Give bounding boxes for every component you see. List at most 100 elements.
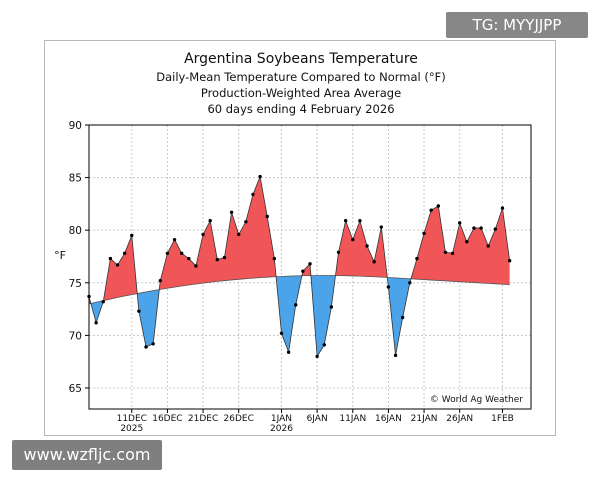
data-point [151,342,155,346]
data-point [172,237,177,242]
chart: Argentina Soybeans Temperature Daily-Mea… [54,51,532,434]
data-point [365,244,369,248]
data-point [486,244,490,248]
data-point [465,240,469,244]
data-point [408,281,412,285]
data-point [165,251,170,256]
data-point [429,208,433,212]
data-point [458,221,462,225]
credit-text: © World Ag Weather [430,395,523,405]
watermark-tg-badge: TG: MYYJJPP [446,12,588,38]
y-tick-label: 75 [69,278,82,290]
data-point [237,232,241,237]
y-axis-label: °F [54,249,66,262]
data-point [436,204,441,208]
data-point [415,256,419,261]
data-point [108,256,113,261]
data-point [351,237,355,242]
data-point [379,225,383,229]
data-point [493,227,498,231]
chart-card: Argentina Soybeans Temperature Daily-Mea… [44,40,556,436]
x-tick-label: 6JAN [307,414,328,424]
data-point [101,300,105,304]
data-points [87,174,512,359]
plot-frame [88,124,532,410]
above-normal-area [103,235,138,301]
x-tick-year-label: 2025 [120,424,143,434]
data-point [443,250,448,254]
data-point [343,219,348,223]
data-point [215,257,220,262]
data-point [479,226,483,230]
data-point [158,278,162,283]
data-point [386,285,391,289]
above-normal-area [301,263,311,276]
data-point [229,210,234,215]
below-normal-area [387,277,411,356]
data-point [222,255,227,260]
above-normal-area [410,205,510,285]
data-point [272,256,277,261]
y-tick-label: 70 [69,330,82,342]
data-point [137,309,141,313]
data-point [358,219,362,223]
x-tick-label: 16DEC [152,414,182,424]
data-point [179,251,184,256]
daily-mean-line [88,175,511,358]
data-point [329,305,334,309]
x-tick-label: 11JAN [339,414,366,424]
y-tick-label: 65 [69,383,82,395]
data-point [115,263,120,267]
data-point [393,353,398,358]
data-point [244,220,248,224]
x-tick-label: 26DEC [224,414,254,424]
chart-subtitle-1: Daily-Mean Temperature Compared to Norma… [156,70,445,84]
chart-title: Argentina Soybeans Temperature [184,51,418,67]
data-point [194,264,198,268]
x-tick-label: 21JAN [411,414,438,424]
data-point [187,256,191,261]
data-point [265,214,269,219]
data-point [372,260,376,264]
data-point [315,354,319,359]
data-point [322,343,326,347]
below-normal-area [90,300,104,323]
data-point [258,174,262,179]
chart-subtitle-2: Production-Weighted Area Average [201,86,401,100]
data-point [294,303,298,307]
above-normal-area [335,220,388,278]
data-point [422,231,426,236]
x-tick-label: 1FEB [491,414,514,424]
chart-subtitle-3: 60 days ending 4 February 2026 [207,102,394,116]
data-point [472,226,476,230]
data-point [286,350,291,354]
data-point [130,233,134,238]
data-point [251,192,255,197]
data-point [500,206,505,210]
watermark-url-badge: www.wzfljc.com [12,440,162,470]
y-tick-label: 90 [69,120,82,132]
data-point [201,232,205,237]
x-tick-label: 21DEC [188,414,218,424]
data-point [301,269,305,273]
data-point [308,262,312,266]
above-normal-area [159,176,277,290]
x-tick-year-label: 2026 [270,424,293,434]
data-point [122,251,127,256]
x-tick-label: 26JAN [446,414,473,424]
series-lines [88,175,511,358]
y-tick-label: 85 [69,173,82,185]
data-point [336,250,341,254]
below-normal-area [310,275,336,357]
y-tick-label: 80 [69,225,82,237]
x-tick-label: 11DEC [117,414,147,424]
data-point [400,315,405,320]
data-point [279,331,284,335]
data-point [208,219,212,223]
anomaly-areas [89,176,510,357]
data-point [144,345,148,349]
x-tick-label: 16JAN [375,414,402,424]
data-point [94,321,98,325]
below-normal-area [137,289,160,347]
